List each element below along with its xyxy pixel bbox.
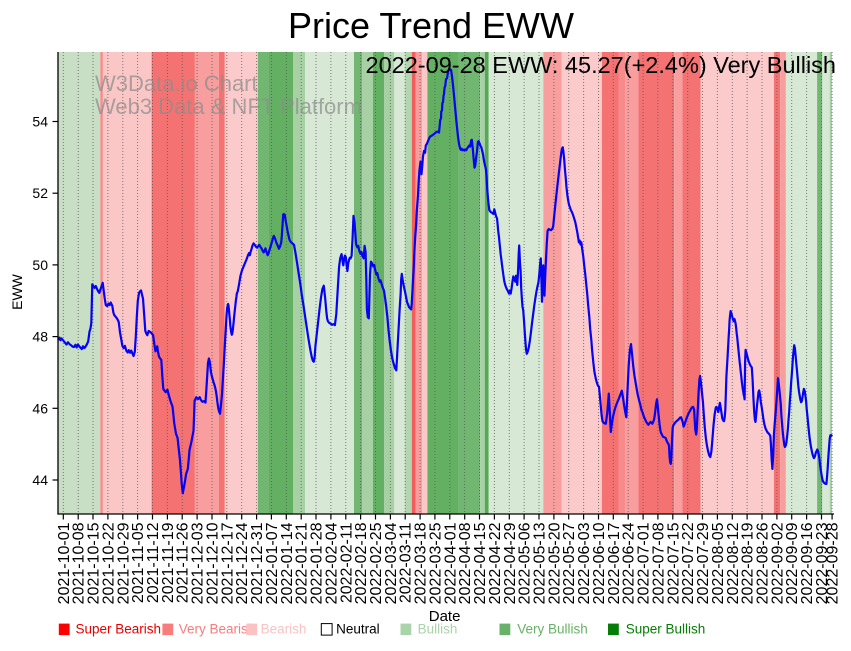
svg-text:2021-10-01: 2021-10-01 (56, 522, 73, 604)
svg-text:Date: Date (429, 608, 461, 625)
svg-text:2022-04-29: 2022-04-29 (502, 522, 519, 604)
svg-text:2022-07-15: 2022-07-15 (665, 522, 682, 604)
svg-text:2022-09-16: 2022-09-16 (799, 522, 816, 604)
svg-text:2022-01-28: 2022-01-28 (309, 522, 326, 604)
svg-text:2022-09-23: 2022-09-23 (814, 522, 831, 604)
svg-text:2021-10-08: 2021-10-08 (71, 522, 88, 604)
svg-text:2021-11-19: 2021-11-19 (160, 522, 177, 603)
svg-text:2022-02-18: 2022-02-18 (353, 522, 370, 604)
svg-text:2021-10-22: 2021-10-22 (100, 522, 117, 604)
svg-text:2022-07-01: 2022-07-01 (636, 522, 653, 604)
svg-text:2022-05-13: 2022-05-13 (532, 522, 549, 604)
svg-text:Bearish: Bearish (261, 622, 307, 637)
svg-text:2022-05-06: 2022-05-06 (517, 522, 534, 604)
svg-text:54: 54 (32, 114, 48, 130)
svg-text:2022-08-12: 2022-08-12 (725, 522, 742, 604)
svg-text:2022-08-26: 2022-08-26 (755, 522, 772, 604)
svg-text:2022-03-04: 2022-03-04 (383, 522, 400, 604)
svg-text:2022-01-07: 2022-01-07 (264, 522, 281, 604)
svg-text:Super Bearish: Super Bearish (76, 622, 162, 637)
svg-text:2021-12-03: 2021-12-03 (190, 522, 207, 604)
svg-text:2022-09-28: 2022-09-28 (825, 522, 842, 604)
svg-text:2022-05-27: 2022-05-27 (561, 522, 578, 604)
svg-text:2022-03-11: 2022-03-11 (398, 522, 415, 603)
svg-text:Super Bullish: Super Bullish (626, 622, 706, 637)
svg-text:2022-02-25: 2022-02-25 (368, 522, 385, 604)
svg-text:2022-09-28 EWW: 45.27(+2.4%) V: 2022-09-28 EWW: 45.27(+2.4%) Very Bullis… (366, 52, 836, 78)
svg-text:2022-08-05: 2022-08-05 (710, 522, 727, 604)
svg-text:2022-01-21: 2022-01-21 (294, 522, 311, 604)
svg-text:2022-04-01: 2022-04-01 (442, 522, 459, 604)
svg-text:Very Bearish: Very Bearish (179, 622, 256, 637)
svg-text:2022-01-14: 2022-01-14 (279, 522, 296, 604)
svg-text:2021-10-15: 2021-10-15 (86, 522, 103, 604)
svg-text:2021-12-10: 2021-12-10 (205, 522, 222, 604)
svg-text:2022-06-24: 2022-06-24 (621, 522, 638, 604)
svg-text:EWW: EWW (9, 273, 25, 310)
svg-text:52: 52 (32, 185, 48, 201)
svg-text:Web3 Data & NFT Platform: Web3 Data & NFT Platform (95, 94, 362, 119)
svg-text:Price Trend EWW: Price Trend EWW (288, 5, 574, 46)
svg-text:2022-02-04: 2022-02-04 (323, 522, 340, 604)
svg-text:2022-07-08: 2022-07-08 (650, 522, 667, 604)
svg-text:2022-08-19: 2022-08-19 (740, 522, 757, 604)
svg-text:W3Data.io Chart: W3Data.io Chart (95, 71, 258, 96)
svg-text:2021-11-12: 2021-11-12 (145, 522, 162, 603)
svg-text:48: 48 (32, 329, 48, 345)
svg-text:50: 50 (32, 257, 48, 273)
svg-text:2022-03-18: 2022-03-18 (413, 522, 430, 604)
svg-text:2022-07-22: 2022-07-22 (680, 522, 697, 604)
svg-text:2022-05-20: 2022-05-20 (546, 522, 563, 604)
svg-text:2022-09-09: 2022-09-09 (784, 522, 801, 604)
svg-text:Bullish: Bullish (418, 622, 458, 637)
svg-text:2021-10-29: 2021-10-29 (115, 522, 132, 604)
svg-text:Neutral: Neutral (336, 622, 380, 637)
svg-text:2021-11-05: 2021-11-05 (130, 522, 147, 603)
svg-text:2022-06-10: 2022-06-10 (591, 522, 608, 604)
svg-text:2022-04-22: 2022-04-22 (487, 522, 504, 604)
svg-text:2021-12-31: 2021-12-31 (249, 522, 266, 604)
svg-text:2022-09-02: 2022-09-02 (769, 522, 786, 604)
svg-text:2021-12-24: 2021-12-24 (234, 522, 251, 604)
svg-text:Very Bullish: Very Bullish (517, 622, 588, 637)
svg-text:2022-04-08: 2022-04-08 (457, 522, 474, 604)
svg-text:2021-11-26: 2021-11-26 (175, 522, 192, 603)
svg-text:2022-06-17: 2022-06-17 (606, 522, 623, 604)
svg-text:2022-07-29: 2022-07-29 (695, 522, 712, 604)
svg-text:46: 46 (32, 400, 48, 416)
svg-text:2021-12-17: 2021-12-17 (219, 522, 236, 604)
svg-text:2022-06-03: 2022-06-03 (576, 522, 593, 604)
svg-text:2022-03-25: 2022-03-25 (427, 522, 444, 604)
svg-text:44: 44 (32, 472, 48, 488)
svg-text:2022-04-15: 2022-04-15 (472, 522, 489, 604)
svg-text:2022-02-11: 2022-02-11 (338, 522, 355, 603)
